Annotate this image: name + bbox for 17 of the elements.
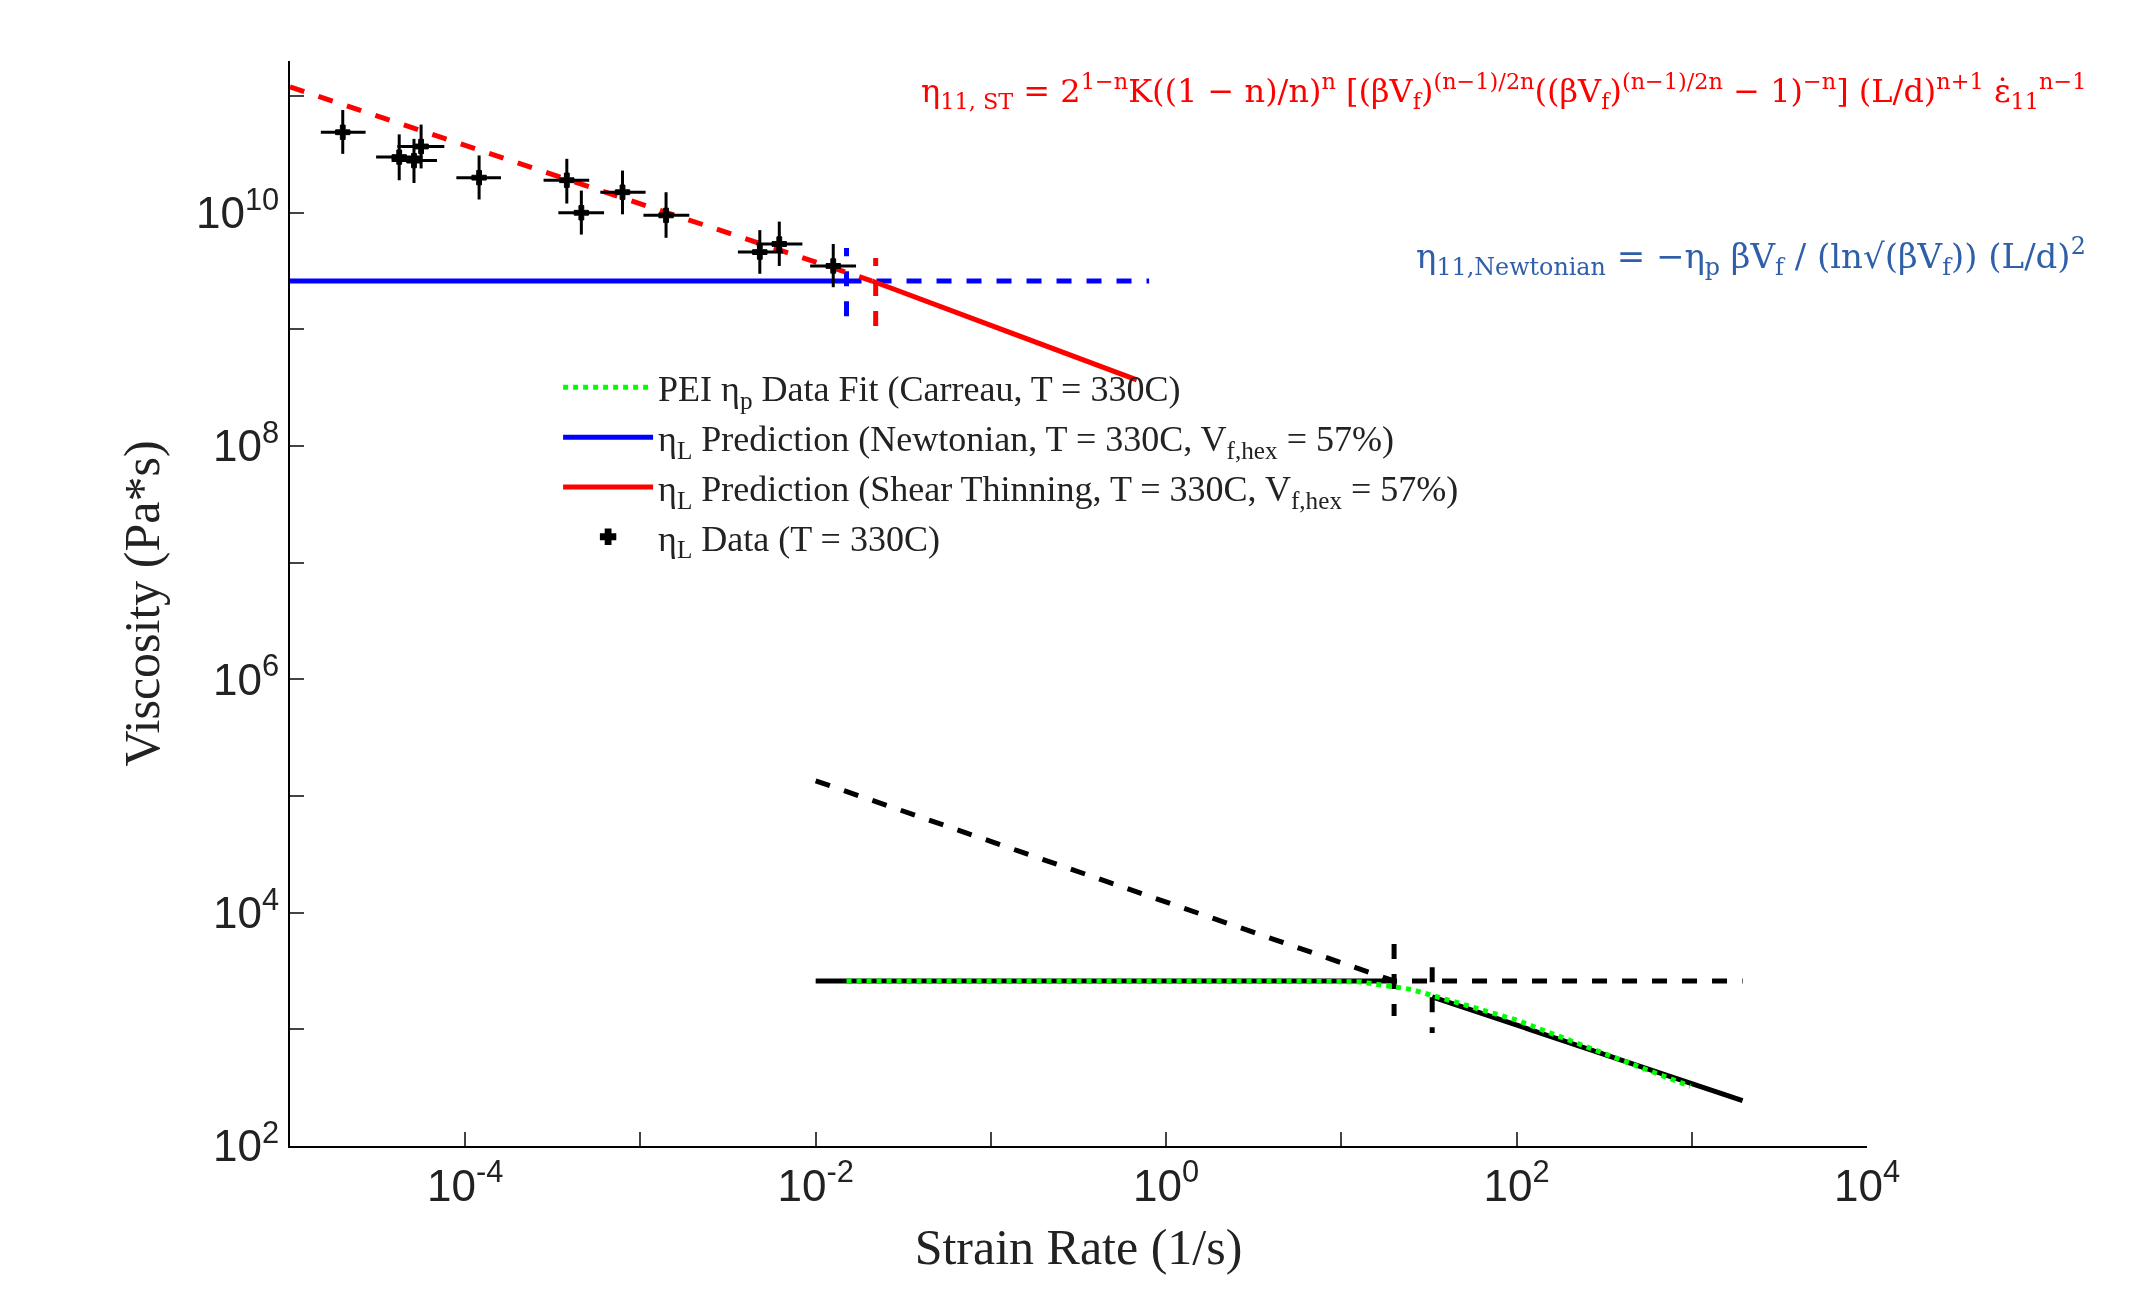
x-axis-title: Strain Rate (1/s) bbox=[914, 1218, 1243, 1275]
x-tick-label: 10$^{-2}$ bbox=[777, 1154, 854, 1210]
y-tick-label: 10$^{6}$ bbox=[213, 648, 280, 704]
y-tick-label: 10$^{10}$ bbox=[195, 181, 280, 238]
x-tick-label: 10$^{2}$ bbox=[1483, 1154, 1550, 1210]
text: η$_{11,Newtonian}$ = −η$_{p}$ βV$_{f}$ / (ln√(βV$_{f}$)) (L/d)$^{2}$ bbox=[1416, 232, 2086, 282]
y-tick-label: 10$^{8}$ bbox=[213, 415, 280, 471]
legend-label: η$_{L}$ Prediction (Newtonian, T = 330C, V$_{f,hex}$ = 57%) bbox=[658, 419, 1394, 464]
x-tick-label: 10$^{-4}$ bbox=[427, 1154, 504, 1210]
x-tick-label: 10$^{4}$ bbox=[1833, 1154, 1901, 1210]
legend-label: η$_{L}$ Data (T = 330C) bbox=[658, 518, 940, 564]
legend-label: PEI η$_{p}$ Data Fit (Carreau, T = 330C) bbox=[658, 369, 1181, 414]
legend-label: η$_{L}$ Prediction (Shear Thinning, T = 330C, V$_{f,hex}$ = 57%) bbox=[658, 468, 1459, 514]
y-tick-label: 10$^{4}$ bbox=[213, 881, 280, 938]
y-axis-title: Viscosity (Pa*s) bbox=[114, 440, 171, 767]
x-tick-label: 10$^{0}$ bbox=[1133, 1154, 1200, 1210]
y-tick-label: 10$^{2}$ bbox=[213, 1114, 280, 1171]
